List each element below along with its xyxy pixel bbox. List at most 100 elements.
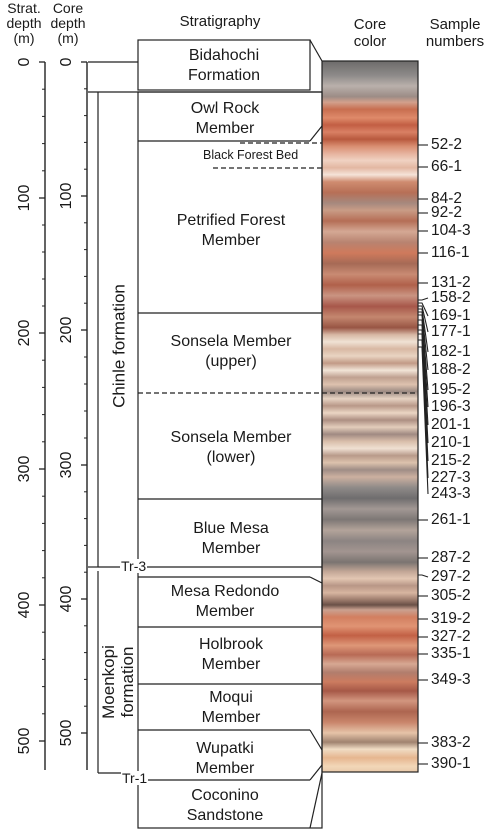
- member-bidahochi: Bidahochi Formation: [140, 46, 308, 86]
- member-sonsela-upper: Sonsela Member (upper): [140, 332, 322, 372]
- stratigraphy-header: Stratigraphy: [179, 13, 261, 30]
- strat-depth-tick-label: 100: [16, 184, 33, 212]
- member-line: Sonsela Member: [170, 429, 292, 446]
- core-depth-tick-label: 400: [58, 585, 75, 613]
- member-line: Petrified Forest: [176, 212, 286, 229]
- strat-depth-header-line: Strat.: [7, 0, 41, 16]
- sample-leader-line: [418, 324, 429, 426]
- core-depth-tick-label: 300: [58, 451, 75, 479]
- sample-number-label: 104-3: [431, 222, 471, 239]
- core-color-header-line: color: [353, 33, 387, 50]
- member-line: Sandstone: [186, 807, 264, 824]
- strat-depth-ticks: [39, 61, 45, 742]
- member-sonsela-lower: Sonsela Member (lower): [140, 428, 322, 468]
- tr3-label: Tr-3: [120, 558, 148, 574]
- chinle-formation-label: Chinle formation: [109, 284, 129, 408]
- sample-number-label: 349-3: [431, 671, 471, 688]
- sample-leader-line: [418, 574, 429, 578]
- member-line: Bidahochi: [188, 47, 260, 64]
- member-line: Member: [195, 120, 255, 137]
- sample-number-label: 383-2: [431, 734, 471, 751]
- core-color-header-line: Core: [353, 16, 387, 33]
- sample-number-label: 158-2: [431, 289, 471, 306]
- member-line: Member: [195, 603, 255, 620]
- sample-leader-line: [418, 297, 429, 301]
- sample-leader-line: [418, 302, 429, 317]
- strat-depth-header-line: (m): [13, 30, 35, 46]
- member-moqui: Moqui Member: [140, 688, 322, 728]
- sample-number-label: 66-1: [431, 158, 463, 175]
- member-line: Formation: [187, 67, 261, 84]
- member-line: Coconino: [191, 787, 259, 804]
- core-color-bar: [321, 60, 419, 773]
- core-depth-tick-label: 200: [58, 316, 75, 344]
- sample-number-label: 243-3: [431, 485, 471, 502]
- sample-number-label: 177-1: [431, 323, 471, 340]
- sample-number-label: 327-2: [431, 628, 471, 645]
- sample-leader-line: [418, 305, 429, 333]
- sample-leader-line: [418, 333, 429, 462]
- core-depth-tick-label: 100: [58, 182, 75, 210]
- member-line: Mesa Redondo: [170, 583, 280, 600]
- member-line: (upper): [205, 353, 257, 370]
- core-depth-header-line: depth: [50, 15, 86, 31]
- core-depth-tick-label: 0: [58, 57, 75, 67]
- member-line: Member: [201, 540, 261, 557]
- member-mesa-redondo: Mesa Redondo Member: [140, 582, 310, 622]
- member-boxes: [137, 39, 323, 829]
- sample-number-label: 52-2: [431, 136, 463, 153]
- member-blue-mesa: Blue Mesa Member: [140, 519, 322, 559]
- member-owl-rock: Owl Rock Member: [140, 99, 310, 139]
- sample-number-label: 390-1: [431, 755, 471, 772]
- strat-depth-header-line: depth: [6, 15, 42, 31]
- sample-leader-line: [418, 319, 429, 408]
- sample-numbers-header: Sample numbers: [410, 16, 500, 50]
- sample-leader-line: [418, 314, 429, 391]
- sample-numbers-header-line: numbers: [425, 33, 485, 50]
- sample-number-label: 227-3: [431, 469, 471, 486]
- strat-depth-header: Strat. depth (m): [4, 1, 44, 46]
- sample-number-label: 84-2: [431, 190, 463, 207]
- sample-number-label: 131-2: [431, 274, 471, 291]
- sample-number-label: 297-2: [431, 568, 471, 585]
- core-depth-ticks: [81, 61, 87, 734]
- member-line: (lower): [206, 449, 256, 466]
- sample-leader-line: [418, 346, 429, 495]
- sample-number-label: 195-2: [431, 381, 471, 398]
- strat-depth-tick-label: 0: [16, 57, 33, 67]
- member-wupatki: Wupatki Member: [140, 739, 310, 779]
- member-line: Holbrook: [198, 636, 264, 653]
- tr1-label: Tr-1: [121, 770, 149, 786]
- sample-number-label: 188-2: [431, 361, 471, 378]
- member-line: Sonsela Member: [170, 333, 292, 350]
- sample-number-label: 116-1: [431, 244, 470, 261]
- sample-number-label: 201-1: [431, 416, 471, 433]
- sample-leader-line: [418, 329, 429, 444]
- strat-depth-tick-label: 200: [16, 319, 33, 347]
- member-black-forest-bed: Black Forest Bed: [203, 148, 299, 162]
- sample-leader-line: [418, 311, 429, 371]
- member-line: Member: [201, 656, 261, 673]
- core-depth-header: Core depth (m): [48, 1, 88, 46]
- member-holbrook: Holbrook Member: [140, 635, 322, 675]
- member-line: Member: [201, 232, 261, 249]
- member-line: Moqui: [209, 689, 253, 706]
- sample-number-label: 305-2: [431, 587, 471, 604]
- sample-number-label: 319-2: [431, 610, 471, 627]
- sample-number-label: 92-2: [431, 204, 463, 221]
- member-line: Member: [195, 760, 255, 777]
- sample-number-label: 196-3: [431, 398, 471, 415]
- sample-number-label: 335-1: [431, 645, 471, 662]
- strat-depth-tick-label: 500: [16, 727, 33, 755]
- core-depth-header-line: (m): [57, 30, 79, 46]
- sample-number-label: 182-1: [431, 343, 471, 360]
- moenkopi-formation-label: Moenkopi formation: [99, 627, 137, 737]
- member-line: Owl Rock: [190, 100, 260, 117]
- sample-leader-line: [418, 308, 429, 353]
- sample-number-label: 210-1: [431, 434, 471, 451]
- member-line: Member: [201, 709, 261, 726]
- sample-leader-lines: [418, 144, 429, 765]
- sample-number-label: 169-1: [431, 307, 471, 324]
- member-line: Wupatki: [196, 740, 254, 757]
